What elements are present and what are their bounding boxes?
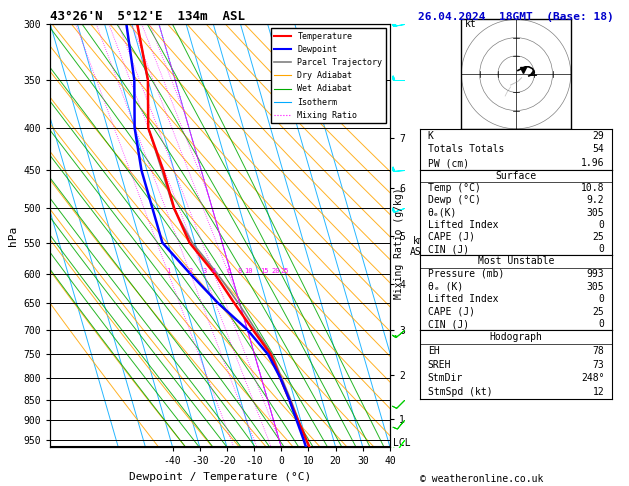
Text: 78: 78 — [593, 346, 604, 356]
Text: 6: 6 — [226, 268, 231, 274]
Text: 12: 12 — [593, 387, 604, 397]
Text: 8: 8 — [238, 268, 242, 274]
Text: 20: 20 — [272, 268, 280, 274]
Text: θₑ (K): θₑ (K) — [428, 281, 463, 292]
Text: 25: 25 — [281, 268, 289, 274]
Text: CIN (J): CIN (J) — [428, 244, 469, 254]
Text: Surface: Surface — [496, 171, 537, 181]
Text: Most Unstable: Most Unstable — [478, 257, 554, 266]
Text: Totals Totals: Totals Totals — [428, 144, 504, 155]
Text: 0: 0 — [598, 244, 604, 254]
Text: 43°26'N  5°12'E  134m  ASL: 43°26'N 5°12'E 134m ASL — [50, 10, 245, 23]
Text: 2: 2 — [189, 268, 192, 274]
Text: kt: kt — [465, 19, 477, 29]
Text: 0: 0 — [598, 294, 604, 304]
Text: CAPE (J): CAPE (J) — [428, 307, 475, 317]
Text: 0: 0 — [598, 319, 604, 329]
Text: θₑ(K): θₑ(K) — [428, 208, 457, 218]
Text: StmSpd (kt): StmSpd (kt) — [428, 387, 493, 397]
Text: 248°: 248° — [581, 373, 604, 383]
Text: 73: 73 — [593, 360, 604, 369]
Text: Hodograph: Hodograph — [489, 332, 543, 342]
Text: CAPE (J): CAPE (J) — [428, 232, 475, 242]
Text: 1.96: 1.96 — [581, 158, 604, 168]
Text: K: K — [428, 131, 434, 140]
Text: Pressure (mb): Pressure (mb) — [428, 269, 504, 279]
Legend: Temperature, Dewpoint, Parcel Trajectory, Dry Adiabat, Wet Adiabat, Isotherm, Mi: Temperature, Dewpoint, Parcel Trajectory… — [271, 29, 386, 123]
Text: 1: 1 — [167, 268, 170, 274]
Text: EH: EH — [428, 346, 440, 356]
Text: 26.04.2024  18GMT  (Base: 18): 26.04.2024 18GMT (Base: 18) — [418, 12, 614, 22]
Text: 10: 10 — [244, 268, 252, 274]
Text: PW (cm): PW (cm) — [428, 158, 469, 168]
Text: StmDir: StmDir — [428, 373, 463, 383]
Text: 305: 305 — [587, 208, 604, 218]
Text: Mixing Ratio (g/kg): Mixing Ratio (g/kg) — [394, 187, 404, 299]
Y-axis label: km
ASL: km ASL — [410, 236, 428, 257]
Text: 4: 4 — [212, 268, 216, 274]
Text: CIN (J): CIN (J) — [428, 319, 469, 329]
Text: Lifted Index: Lifted Index — [428, 294, 498, 304]
Text: Dewp (°C): Dewp (°C) — [428, 195, 481, 206]
Text: 15: 15 — [260, 268, 269, 274]
Text: 54: 54 — [593, 144, 604, 155]
X-axis label: Dewpoint / Temperature (°C): Dewpoint / Temperature (°C) — [129, 472, 311, 482]
Text: 305: 305 — [587, 281, 604, 292]
Text: LCL: LCL — [393, 438, 411, 449]
Text: 9.2: 9.2 — [587, 195, 604, 206]
Text: Temp (°C): Temp (°C) — [428, 183, 481, 193]
Text: 993: 993 — [587, 269, 604, 279]
Y-axis label: hPa: hPa — [8, 226, 18, 246]
Text: Lifted Index: Lifted Index — [428, 220, 498, 230]
Text: 25: 25 — [593, 307, 604, 317]
Text: 29: 29 — [593, 131, 604, 140]
Text: 0: 0 — [598, 220, 604, 230]
Text: SREH: SREH — [428, 360, 452, 369]
Text: 3: 3 — [202, 268, 206, 274]
Text: © weatheronline.co.uk: © weatheronline.co.uk — [420, 473, 543, 484]
Text: 25: 25 — [593, 232, 604, 242]
Text: 10.8: 10.8 — [581, 183, 604, 193]
